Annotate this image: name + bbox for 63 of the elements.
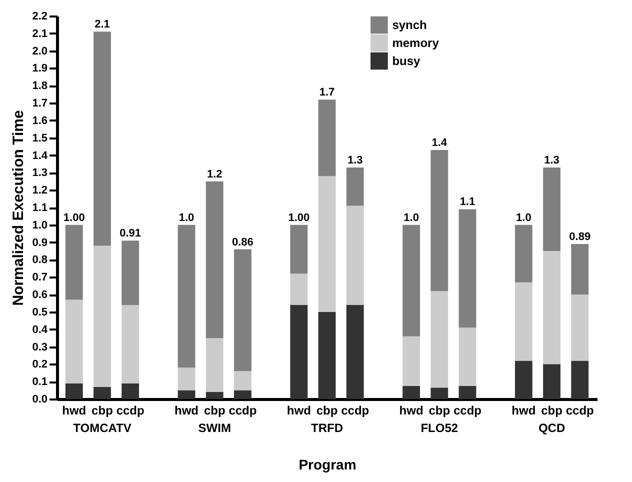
y-tick-label: 0.3 [32, 341, 48, 354]
text: TRFD [311, 421, 344, 435]
total-label: 1.0 [178, 212, 194, 224]
x-tick-label: cbp [541, 404, 562, 418]
legend-label: memory [392, 36, 440, 50]
y-tick-label: 0.7 [32, 272, 48, 284]
y-tick-label: 1.4 [32, 150, 48, 162]
y-tick-label: 1.6 [32, 114, 48, 127]
legend-label: busy [392, 54, 421, 68]
y-tick-label: 1.9 [32, 62, 48, 75]
y-tick-label: 1.5 [32, 132, 48, 144]
total-label: 1.1 [460, 196, 476, 208]
x-tick-label: hwd [512, 404, 536, 418]
y-tick-label: 1.8 [32, 80, 48, 92]
x-tick-label: ccdp [341, 404, 370, 418]
y-tick-label: 2.0 [32, 45, 48, 58]
total-label: 1.0 [404, 212, 419, 224]
x-tick-label: ccdp [116, 404, 144, 418]
total-label: 1.0 [516, 212, 532, 224]
y-tick-label: 0.1 [32, 376, 48, 388]
x-tick-label: cbp [428, 404, 450, 418]
y-tick-label: 2.1 [32, 28, 48, 40]
total-label: 0.91 [120, 228, 142, 240]
y-tick-label: 1.7 [32, 98, 48, 110]
x-tick-label: cbp [316, 404, 338, 418]
y-tick-label: 0.4 [32, 324, 48, 336]
text: TOMCATV [73, 421, 132, 435]
y-tick-label: 1.3 [32, 167, 48, 180]
legend-label: synch [392, 18, 427, 32]
y-tick-label: 0.9 [32, 236, 48, 249]
y-tick-label: 1.2 [32, 184, 48, 197]
x-tick-label: hwd [399, 404, 424, 418]
x-tick-label: hwd [174, 404, 199, 418]
x-tick-label: hwd [62, 404, 86, 418]
total-label: 1.7 [319, 86, 335, 99]
x-tick-label: ccdp [453, 404, 482, 418]
y-tick-label: 1.1 [32, 202, 48, 214]
total-label: 1.2 [206, 168, 222, 180]
total-label: 1.3 [347, 154, 363, 166]
x-axis-title: Program [298, 456, 356, 472]
y-tick-label: 0.5 [32, 306, 48, 318]
total-label: 0.89 [569, 231, 591, 244]
y-tick-label: 0.8 [32, 254, 48, 266]
y-tick-label: 0.0 [32, 394, 48, 406]
text: SWIM [198, 421, 231, 435]
x-tick-label: hwd [286, 404, 311, 418]
y-tick-label: 0.6 [32, 289, 48, 302]
y-tick-label: 2.2 [32, 10, 48, 22]
text: FLO52 [420, 421, 458, 435]
x-tick-label: ccdp [566, 404, 594, 418]
total-label: 1.00 [288, 212, 310, 224]
x-tick-label: ccdp [228, 404, 257, 418]
total-label: 1.4 [432, 137, 448, 150]
y-axis-title: Normalized Execution Time [10, 110, 28, 306]
total-label: 0.86 [232, 236, 254, 248]
total-label: 2.1 [94, 18, 110, 31]
x-tick-label: cbp [204, 404, 226, 418]
y-tick-label: 1.0 [32, 219, 48, 232]
text: QCD [538, 421, 566, 435]
total-label: 1.00 [63, 212, 85, 224]
total-label: 1.3 [544, 154, 560, 166]
x-tick-label: cbp [92, 404, 113, 418]
y-tick-label: 0.2 [32, 358, 48, 371]
